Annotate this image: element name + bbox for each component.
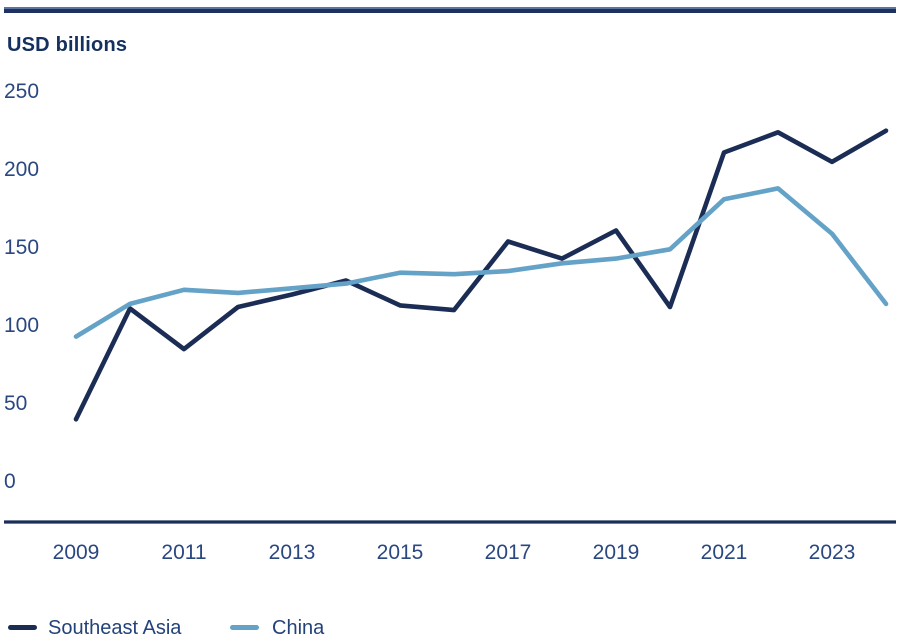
- x-tick-label: 2013: [268, 541, 316, 564]
- chart-title: USD billions: [7, 34, 128, 56]
- legend-label-china: China: [272, 617, 325, 639]
- y-tick-label: 200: [4, 157, 40, 181]
- legend: Southeast Asia China: [0, 614, 900, 640]
- x-tick-label: 2015: [376, 541, 424, 564]
- y-tick-label: 150: [4, 235, 40, 259]
- x-tick-label: 2023: [808, 541, 856, 564]
- legend-swatch-southeast-asia: [8, 625, 37, 630]
- x-tick-label: 2011: [161, 541, 207, 564]
- legend-label-southeast-asia: Southeast Asia: [48, 617, 182, 639]
- y-tick-label: 50: [4, 391, 28, 415]
- y-tick-label: 0: [4, 469, 16, 493]
- series-line-southeast-asia: [73, 128, 889, 422]
- x-tick-label: 2009: [52, 541, 100, 564]
- x-tick-label: 2019: [592, 541, 640, 564]
- series-line-china: [73, 186, 889, 339]
- top-accent-bar: [4, 7, 896, 13]
- x-tick-label: 2017: [484, 541, 532, 564]
- y-tick-label: 100: [4, 313, 40, 337]
- legend-swatch-china: [230, 625, 259, 630]
- y-tick-label: 250: [4, 79, 40, 103]
- x-tick-label: 2021: [700, 541, 748, 564]
